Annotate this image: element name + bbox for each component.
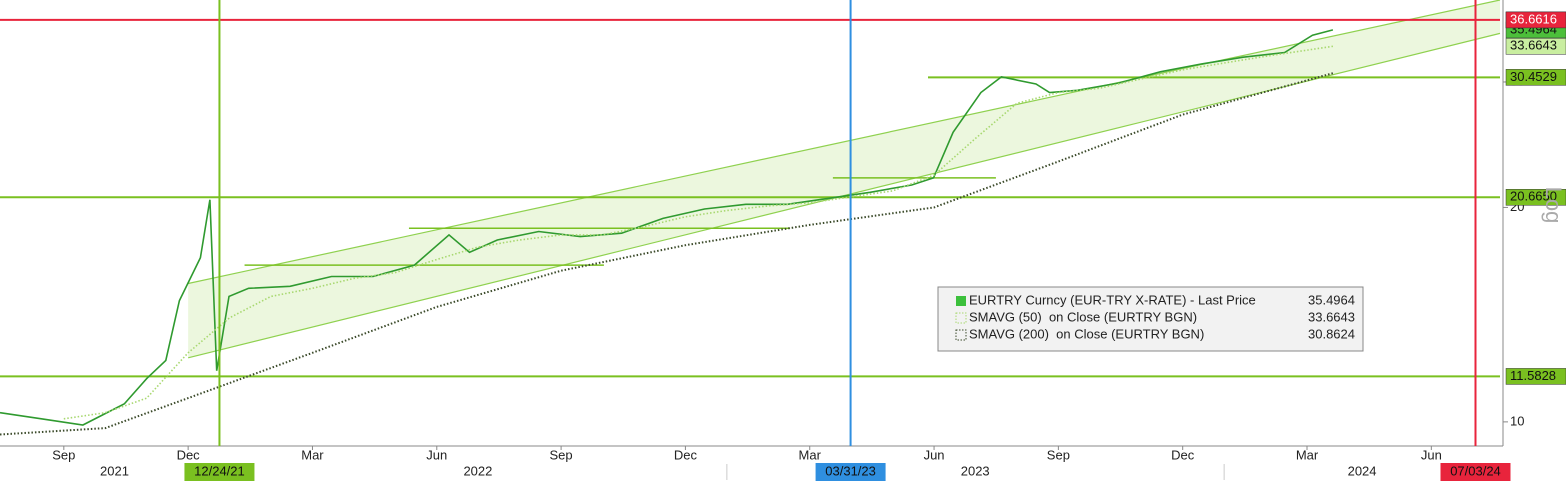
marker-label: 03/31/23	[825, 463, 876, 478]
series-line	[0, 72, 1334, 436]
x-tick-label: Sep	[52, 447, 75, 462]
marker-label-box	[1440, 463, 1511, 481]
x-tick-label: Mar	[1296, 447, 1319, 462]
value-tag-label: 11.5828	[1510, 368, 1556, 383]
x-tick-label: Dec	[674, 447, 698, 462]
x-tick-label: Dec	[177, 447, 201, 462]
legend-swatch	[955, 312, 967, 324]
x-tick-label: Dec	[1171, 447, 1195, 462]
value-tag	[1505, 368, 1566, 385]
x-year-label: 2024	[1348, 463, 1377, 478]
x-tick-label: Jun	[426, 447, 447, 462]
x-tick-label: Sep	[1047, 447, 1070, 462]
channel-edge	[188, 0, 1501, 285]
value-tag-label: 36.6616	[1510, 11, 1557, 26]
legend: EURTRY Curncy (EUR-TRY X-RATE) - Last Pr…	[937, 286, 1364, 352]
legend-value: 35.4964	[1308, 292, 1355, 307]
x-tick-label: Mar	[799, 447, 822, 462]
legend-value: 30.8624	[1308, 326, 1355, 341]
x-year-label: 2021	[100, 463, 129, 478]
value-tag-label: 20.6650	[1510, 189, 1557, 204]
x-tick-label: Jun	[924, 447, 945, 462]
trend-channel	[188, 0, 1500, 358]
y-tick-label: 10	[1510, 413, 1524, 428]
x-tick-label: Jun	[1421, 447, 1442, 462]
legend-value: 33.6643	[1308, 309, 1355, 324]
x-year-label: 2023	[961, 463, 990, 478]
value-tag	[1505, 69, 1566, 86]
x-tick-label: Mar	[301, 447, 324, 462]
value-tag	[1505, 11, 1566, 29]
scale-label: Log	[1541, 187, 1566, 224]
value-tag-label: 30.4529	[1510, 69, 1557, 84]
legend-swatch	[956, 296, 966, 306]
value-tag	[1505, 189, 1566, 206]
legend-label: EURTRY Curncy (EUR-TRY X-RATE) - Last Pr…	[969, 292, 1256, 307]
legend-label: SMAVG (200) on Close (EURTRY BGN)	[969, 326, 1204, 341]
marker-label: 07/03/24	[1450, 463, 1501, 478]
marker-label-box	[184, 463, 255, 481]
legend-box	[937, 286, 1364, 352]
marker-label-box	[815, 463, 886, 481]
value-tag-label: 33.6643	[1510, 38, 1557, 53]
marker-label: 12/24/21	[194, 463, 245, 478]
value-tag	[1505, 38, 1566, 55]
legend-label: SMAVG (50) on Close (EURTRY BGN)	[969, 309, 1197, 324]
legend-swatch	[955, 329, 967, 341]
x-tick-label: Sep	[550, 447, 573, 462]
x-year-label: 2022	[463, 463, 492, 478]
